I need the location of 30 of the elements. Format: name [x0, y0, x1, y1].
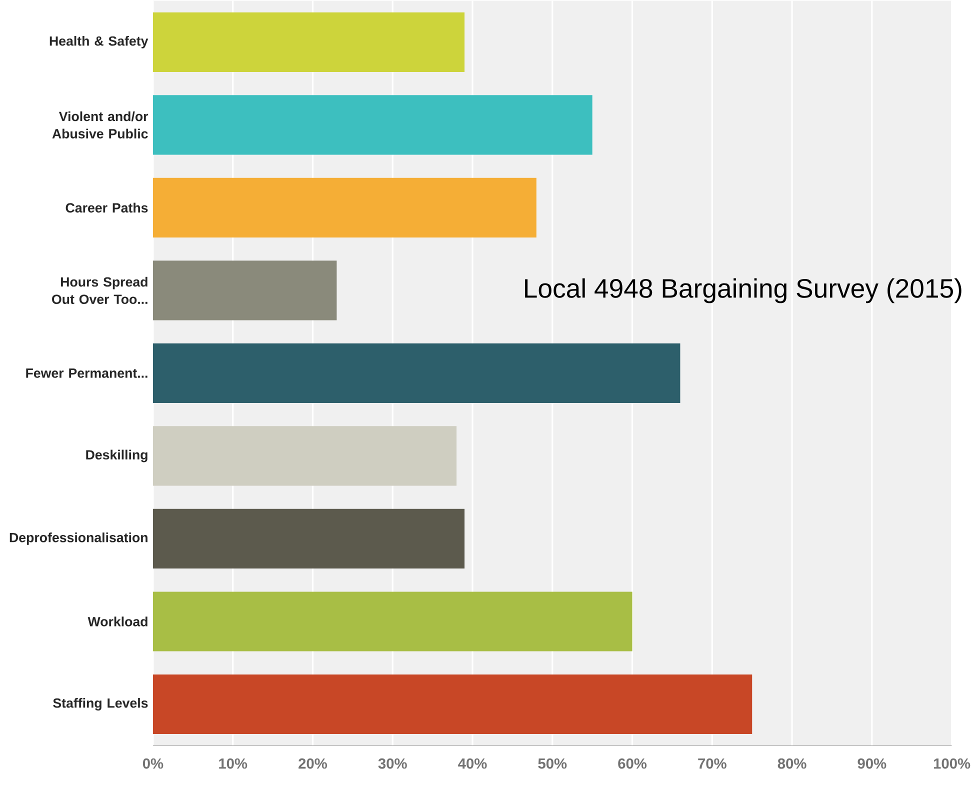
x-tick-label: 30% — [378, 758, 407, 769]
x-tick-label: 0% — [142, 758, 164, 769]
x-tick-label: 20% — [298, 758, 328, 769]
y-tick-label: Deskilling — [86, 450, 148, 462]
bar — [152, 95, 592, 155]
text: Local 4948 Bargaining Survey (2015) — [525, 278, 962, 304]
y-tick-label: Fewer Permanent... — [26, 368, 148, 378]
y-tick-label: Deprofessionalisation — [10, 532, 148, 546]
x-tick-label: 80% — [778, 758, 806, 769]
x-tick-label: 90% — [858, 758, 886, 769]
y-tick-label: Hours Spread Out Over Too... — [52, 277, 148, 304]
y-tick-label: Career Paths — [66, 202, 148, 213]
x-tick-label: 40% — [458, 758, 487, 769]
bar — [152, 12, 465, 72]
x-tick-label: 100% — [934, 758, 970, 769]
bar — [152, 592, 632, 652]
y-tick-label: Health & Safety — [50, 36, 148, 49]
bar — [152, 509, 465, 569]
bar — [152, 674, 752, 734]
bar — [152, 178, 536, 238]
bar — [152, 426, 457, 486]
bar — [152, 344, 680, 404]
x-tick-label: 10% — [219, 758, 248, 769]
x-tick-label: 50% — [538, 758, 567, 769]
x-tick-label: 70% — [698, 758, 726, 769]
y-tick-label: Staffing Levels — [53, 698, 148, 711]
x-tick-label: 60% — [618, 758, 647, 769]
y-tick-label: Workload — [88, 616, 148, 627]
y-tick-label: Violent and/or Abusive Public — [52, 112, 148, 139]
bar — [152, 260, 337, 320]
